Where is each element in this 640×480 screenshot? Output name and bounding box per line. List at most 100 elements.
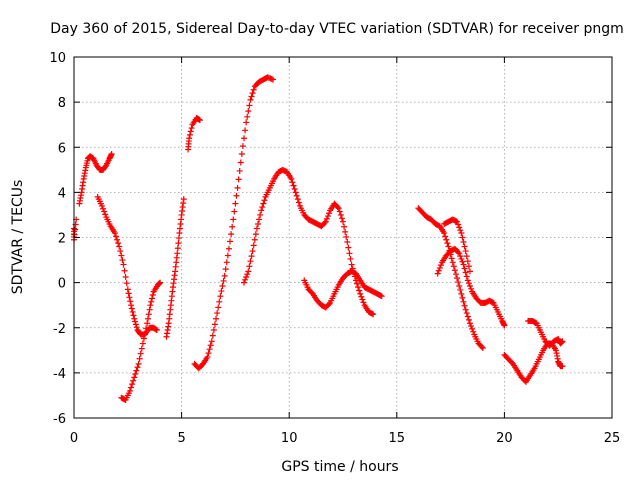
- data-point: [139, 340, 146, 347]
- data-point: [326, 210, 333, 217]
- x-axis-label: GPS time / hours: [281, 459, 398, 475]
- axis-ticks: 0 5 10 15 20 25 -6 -4 -2 0 2 4 6 8 10: [49, 51, 620, 446]
- data-point: [289, 179, 296, 186]
- data-point: [342, 228, 349, 235]
- data-point: [356, 287, 363, 294]
- data-point: [245, 108, 252, 115]
- data-point: [238, 151, 245, 158]
- series-track-1: [71, 216, 80, 243]
- data-point: [149, 295, 156, 302]
- data-point: [119, 257, 126, 264]
- data-point: [228, 231, 235, 238]
- data-point: [378, 293, 385, 300]
- data-point: [470, 328, 477, 335]
- data-point: [149, 292, 156, 299]
- data-point: [234, 184, 241, 191]
- plot-area: [71, 74, 566, 403]
- data-point: [462, 248, 469, 255]
- data-point: [465, 280, 472, 287]
- data-point: [146, 306, 153, 313]
- data-point: [464, 277, 471, 284]
- data-point: [219, 283, 226, 290]
- y-tick-label: -6: [53, 412, 66, 427]
- data-point: [442, 233, 449, 240]
- x-tick-label: 10: [281, 431, 298, 446]
- data-point: [132, 318, 139, 325]
- data-point: [153, 327, 160, 334]
- data-point: [72, 226, 79, 233]
- data-point: [247, 258, 254, 265]
- data-point: [246, 263, 253, 270]
- data-point: [227, 238, 234, 245]
- data-point: [456, 283, 463, 290]
- data-point: [458, 229, 465, 236]
- data-point: [455, 221, 462, 228]
- data-point: [245, 268, 252, 275]
- data-point: [451, 267, 458, 274]
- data-point: [370, 311, 377, 318]
- series-track-11: [434, 245, 508, 329]
- data-point: [292, 189, 299, 196]
- data-point: [209, 332, 216, 339]
- data-point: [324, 213, 331, 220]
- data-point: [101, 208, 108, 215]
- data-point: [242, 127, 249, 134]
- data-point: [343, 233, 350, 240]
- data-point: [241, 279, 248, 286]
- data-point: [243, 273, 250, 280]
- data-point: [323, 215, 330, 222]
- data-point: [454, 275, 461, 282]
- data-point: [253, 225, 260, 232]
- data-point: [337, 211, 344, 218]
- data-point: [461, 302, 468, 309]
- data-point: [340, 218, 346, 225]
- data-point: [321, 219, 328, 226]
- data-point: [295, 199, 302, 206]
- data-point: [143, 325, 150, 332]
- data-point: [248, 93, 255, 100]
- data-point: [225, 245, 232, 252]
- data-point: [125, 290, 132, 297]
- data-point: [334, 204, 341, 211]
- data-point: [249, 90, 256, 97]
- data-point: [204, 354, 211, 361]
- data-point: [459, 258, 466, 265]
- data-point: [466, 320, 473, 327]
- data-point: [460, 298, 467, 305]
- data-point: [71, 231, 78, 238]
- data-point: [341, 223, 348, 230]
- data-point: [345, 244, 352, 251]
- data-point: [148, 298, 155, 305]
- data-point: [254, 220, 261, 227]
- data-point: [247, 96, 254, 103]
- data-point: [131, 315, 138, 322]
- data-point: [124, 286, 131, 293]
- data-point: [239, 143, 246, 150]
- data-point: [128, 305, 135, 312]
- data-point: [211, 321, 218, 328]
- data-point: [136, 355, 143, 362]
- data-point: [448, 255, 455, 262]
- data-point: [257, 211, 264, 218]
- data-point: [444, 240, 451, 247]
- data-point: [465, 316, 472, 323]
- data-point: [360, 299, 367, 306]
- data-point: [355, 284, 362, 291]
- x-tick-label: 15: [389, 431, 406, 446]
- data-point: [436, 264, 443, 271]
- data-point: [137, 350, 144, 357]
- data-point: [213, 315, 220, 322]
- y-tick-label: -2: [53, 322, 66, 337]
- y-tick-label: 6: [58, 141, 66, 156]
- data-point: [140, 335, 147, 342]
- data-point: [128, 302, 135, 309]
- data-point: [435, 267, 442, 274]
- x-tick-label: 0: [70, 431, 78, 446]
- y-tick-label: 10: [49, 51, 66, 66]
- data-point: [126, 387, 133, 394]
- grid-lines: [74, 57, 612, 418]
- data-point: [233, 192, 240, 199]
- data-point: [131, 374, 138, 381]
- series-track-14: [525, 317, 566, 349]
- data-point: [478, 343, 485, 350]
